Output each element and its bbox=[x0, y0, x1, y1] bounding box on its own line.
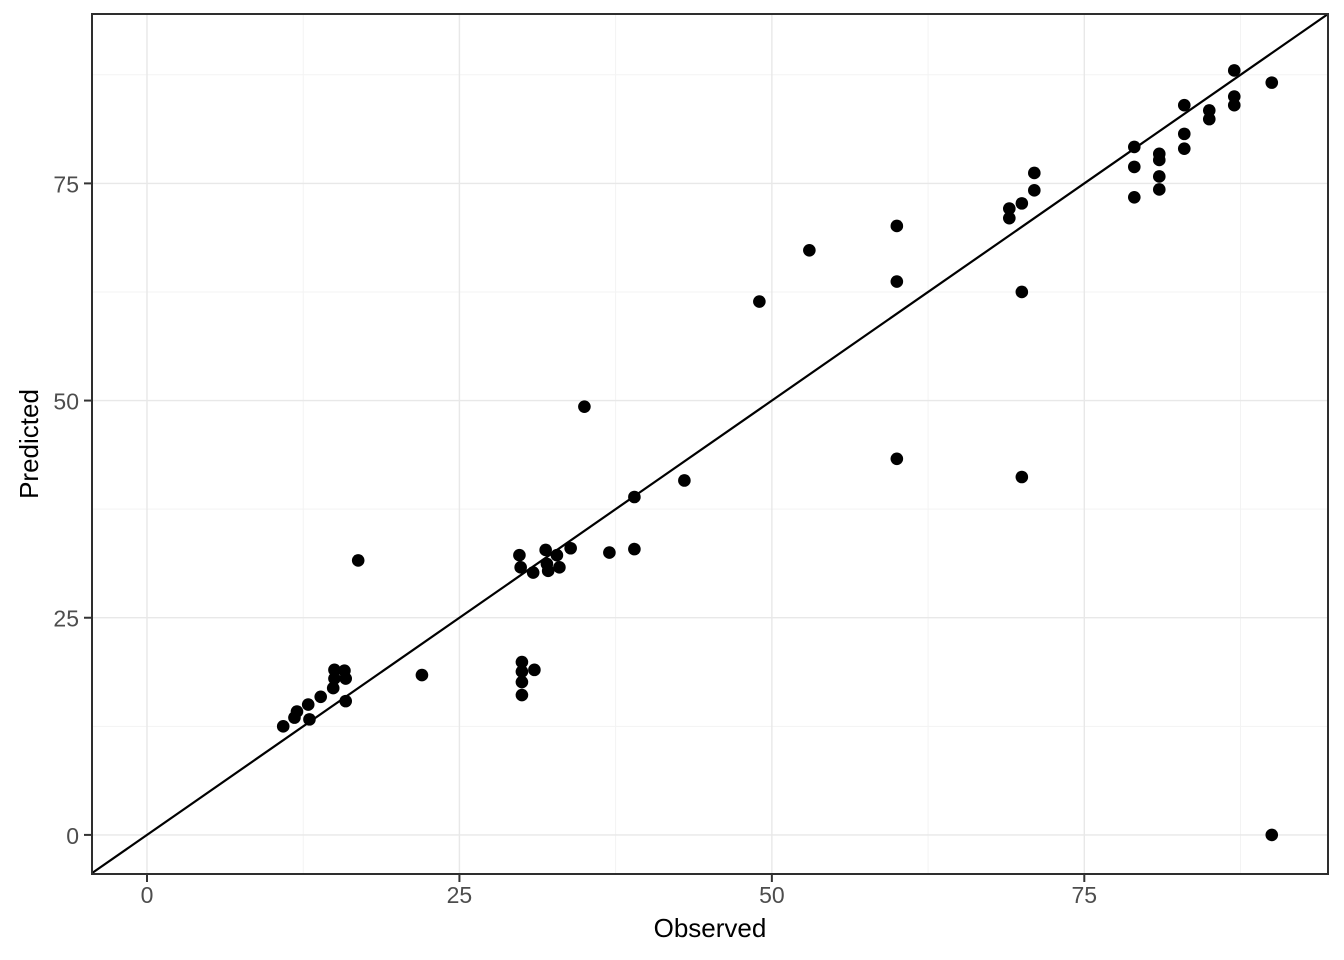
data-point bbox=[303, 713, 316, 726]
panel-border bbox=[91, 13, 1329, 875]
data-point bbox=[515, 665, 529, 678]
y-axis-title: Predicted bbox=[14, 389, 44, 499]
gridlines-minor bbox=[92, 14, 1328, 874]
data-point bbox=[541, 564, 555, 578]
data-point bbox=[890, 219, 904, 233]
data-point bbox=[1152, 170, 1166, 183]
data-point bbox=[351, 554, 365, 567]
y-tick-label: 50 bbox=[53, 389, 79, 415]
data-point bbox=[1177, 98, 1191, 112]
x-axis-ticks bbox=[145, 874, 1086, 882]
data-point bbox=[526, 566, 540, 579]
data-point bbox=[328, 672, 341, 685]
y-axis-tick-labels: 0 25 50 75 bbox=[53, 171, 79, 849]
data-point bbox=[564, 541, 577, 555]
data-point bbox=[1015, 285, 1029, 299]
data-point bbox=[1227, 64, 1241, 77]
data-point bbox=[1127, 160, 1141, 174]
data-point bbox=[753, 295, 766, 308]
data-point bbox=[276, 720, 290, 733]
data-points bbox=[276, 64, 1279, 842]
data-point bbox=[1003, 211, 1016, 225]
data-point bbox=[1015, 197, 1029, 210]
data-point bbox=[1152, 153, 1166, 167]
data-point bbox=[1028, 184, 1041, 197]
data-point bbox=[314, 690, 328, 704]
data-point bbox=[1202, 104, 1216, 117]
data-point bbox=[539, 543, 552, 557]
data-point bbox=[1152, 183, 1166, 196]
data-point bbox=[415, 668, 429, 682]
data-point bbox=[803, 243, 816, 257]
data-point bbox=[328, 663, 341, 677]
data-point bbox=[1265, 76, 1279, 89]
data-point bbox=[515, 688, 529, 702]
y-tick-label: 25 bbox=[53, 606, 79, 632]
x-tick-label: 75 bbox=[1072, 882, 1098, 908]
data-point bbox=[290, 705, 304, 718]
data-point bbox=[513, 548, 526, 562]
data-point bbox=[326, 681, 340, 695]
data-point bbox=[578, 400, 591, 413]
data-point bbox=[890, 275, 904, 288]
data-point bbox=[1177, 142, 1191, 155]
data-point bbox=[514, 561, 527, 574]
data-point bbox=[628, 542, 641, 556]
data-point bbox=[515, 655, 529, 669]
data-point bbox=[1003, 202, 1016, 215]
data-point bbox=[339, 672, 352, 685]
data-point bbox=[1015, 470, 1029, 484]
data-point bbox=[553, 561, 566, 574]
data-point bbox=[1028, 166, 1041, 180]
x-tick-label: 0 bbox=[141, 882, 154, 908]
data-point bbox=[1265, 828, 1279, 842]
y-tick-label: 75 bbox=[53, 171, 79, 197]
y-tick-label: 0 bbox=[66, 823, 79, 849]
y-axis-ticks bbox=[84, 182, 92, 836]
data-point bbox=[678, 474, 691, 487]
identity-line bbox=[91, 13, 1329, 875]
x-axis-title: Observed bbox=[654, 913, 767, 943]
data-point bbox=[301, 698, 315, 711]
data-point bbox=[515, 675, 529, 689]
gridlines-major bbox=[92, 14, 1328, 874]
x-tick-label: 25 bbox=[447, 882, 473, 908]
data-point bbox=[1202, 112, 1216, 126]
data-point bbox=[603, 546, 616, 559]
x-tick-label: 50 bbox=[759, 882, 785, 908]
data-point bbox=[1177, 127, 1191, 141]
x-axis-tick-labels: 0 25 50 75 bbox=[141, 882, 1098, 908]
data-point bbox=[1127, 190, 1141, 204]
data-point bbox=[890, 452, 904, 466]
data-point bbox=[1227, 90, 1241, 103]
data-point bbox=[528, 663, 541, 677]
data-point bbox=[1227, 98, 1241, 112]
